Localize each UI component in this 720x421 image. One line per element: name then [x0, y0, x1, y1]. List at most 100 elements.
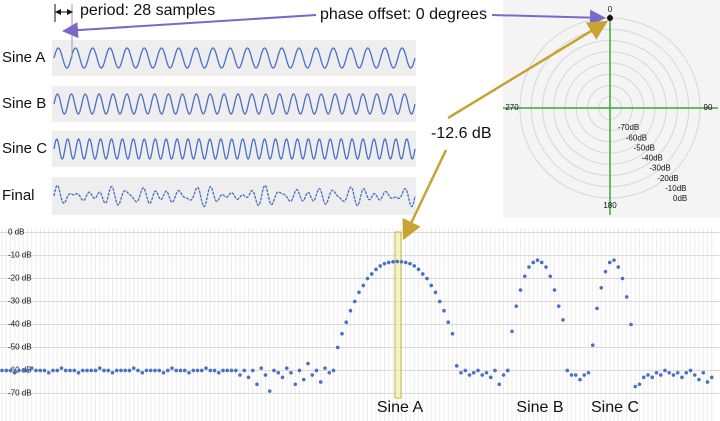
spectrum-point [607, 260, 612, 265]
spectrum-point [650, 375, 655, 380]
ring-label: -40dB [642, 154, 663, 163]
spectrum-point [191, 368, 196, 373]
spectrum-point [637, 382, 642, 387]
spectrum-point [255, 382, 259, 387]
spectrum-point [119, 368, 123, 373]
spectrum-point [552, 288, 557, 292]
spectrum-point [85, 368, 89, 373]
spectrum-point [174, 368, 179, 373]
spectrum-point [416, 267, 421, 272]
ring-label: -20dB [657, 174, 678, 183]
spectrum-point [688, 368, 693, 373]
peak-label: -12.6 dB [431, 125, 491, 142]
spectrum-point [331, 368, 336, 373]
spectrum-point [603, 269, 608, 274]
spectrum-point [195, 368, 200, 373]
spectrum-point [289, 370, 293, 375]
peak-name: Sine C [591, 399, 639, 416]
phase-point [607, 15, 613, 21]
spectrum-point [654, 370, 659, 375]
peak-arrow [402, 149, 448, 241]
spectrum-point [136, 368, 140, 373]
polar-background [503, 0, 720, 218]
spectrum-point [242, 368, 247, 373]
spectrum-point [450, 331, 455, 336]
spectrum-point [684, 370, 689, 375]
spectrum-point [68, 368, 72, 373]
waveform [53, 138, 416, 160]
waveform [53, 184, 416, 208]
spectrum-point [306, 361, 310, 366]
spectrum-point [157, 368, 162, 373]
spectrum-point [633, 384, 638, 389]
spectrum-point [348, 308, 353, 313]
spectrum-point [582, 373, 587, 377]
spectrum-point [127, 368, 132, 373]
spectrum-point [556, 304, 561, 308]
spectrum-point [361, 283, 366, 288]
spectrum-point [93, 368, 98, 373]
ring-label: -30dB [649, 164, 670, 173]
spectrum-point [586, 370, 591, 375]
angle-label: 90 [704, 103, 713, 112]
y-tick-label: -50 dB [8, 343, 32, 352]
spectrum-point [378, 264, 383, 268]
spectrum-point [161, 370, 166, 375]
spectrum-point [46, 370, 51, 375]
peak-highlight [394, 231, 402, 399]
spectrum-point [344, 320, 349, 325]
spectrum-point [595, 306, 599, 311]
phase-label: phase offset: 0 degrees [320, 6, 487, 23]
spectrum-point [531, 260, 536, 265]
spectrum-point [544, 265, 548, 269]
spectrum-point [480, 373, 485, 377]
spectrum-point [310, 373, 315, 377]
spectrum-point [106, 368, 111, 373]
spectrum-point [208, 368, 213, 373]
spectrum-point [709, 375, 714, 380]
spectrum-point [335, 345, 340, 350]
spectrum-point [382, 261, 387, 266]
spectrum-point [442, 308, 446, 313]
spectrum-point [395, 259, 400, 264]
spectrum-point [318, 380, 323, 384]
spectrum-point [667, 370, 672, 375]
spectrum-point [12, 370, 17, 375]
waveform-label: Final [2, 187, 35, 204]
spectrum-point [267, 389, 272, 393]
phase-arrow [62, 14, 317, 39]
spectrum-point [352, 299, 357, 304]
spectrum-point [246, 375, 251, 380]
spectrum-point [467, 373, 472, 377]
spectrum-point [131, 366, 136, 370]
spectrum-point [238, 373, 242, 377]
spectrum-point [548, 274, 553, 279]
ring-label: -10dB [665, 184, 686, 193]
spectrum-point [493, 368, 497, 373]
spectrum-point [216, 370, 221, 375]
y-tick-label: -10 dB [8, 251, 32, 260]
spectrum-point [624, 295, 629, 299]
peak-arrow [447, 20, 609, 120]
spectrum-point [97, 366, 102, 370]
spectrum-point [250, 368, 255, 373]
spectrum-point [182, 368, 187, 373]
spectrum-point [646, 373, 650, 377]
spectrum-point [284, 366, 289, 370]
spectrum-point [25, 368, 30, 373]
y-tick-label: -70 dB [8, 389, 32, 398]
spectrum-point [29, 366, 34, 370]
spectrum-point [102, 368, 106, 373]
spectrum-point [204, 366, 208, 370]
spectrum-point [0, 368, 4, 373]
spectrum-point [488, 375, 493, 380]
spectrum-point [301, 377, 306, 382]
spectrum-point [518, 288, 523, 292]
waveform-panels: Sine A Sine B Sine C Final [2, 40, 416, 215]
spectrum-point [612, 258, 616, 262]
spectrum-point [675, 370, 680, 375]
spectrum-point [671, 373, 676, 377]
spectrum-point [357, 290, 361, 295]
spectrum-point [484, 370, 489, 375]
